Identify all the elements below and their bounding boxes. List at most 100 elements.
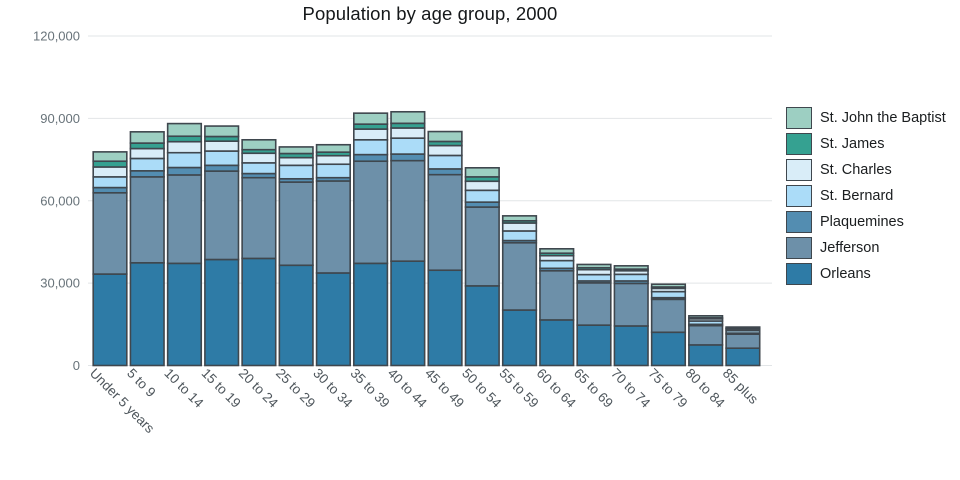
bar-segment[interactable] <box>464 180 500 192</box>
bar-segment[interactable] <box>166 174 203 265</box>
bar-segment[interactable] <box>129 170 165 178</box>
bar-segment[interactable] <box>204 125 240 138</box>
legend-item[interactable]: St. Charles <box>786 159 946 181</box>
bar-segment[interactable] <box>427 173 463 272</box>
bar-segment[interactable] <box>464 189 500 203</box>
bar-segment[interactable] <box>166 122 203 138</box>
bar-segment[interactable] <box>204 170 240 261</box>
bar-segment[interactable] <box>353 112 389 125</box>
bar-segment[interactable] <box>241 176 277 260</box>
bar-segment[interactable] <box>650 331 687 367</box>
bar-segment[interactable] <box>129 176 165 264</box>
bar-segment[interactable] <box>576 324 612 367</box>
bar-segment[interactable] <box>725 326 761 329</box>
bar-segment[interactable] <box>613 265 649 270</box>
bar-segment[interactable] <box>725 333 761 350</box>
bar-segment[interactable] <box>92 160 128 168</box>
bar-segment[interactable] <box>92 151 128 163</box>
bar-segment[interactable] <box>129 147 165 160</box>
bar-segment[interactable] <box>241 138 277 151</box>
bar-segment[interactable] <box>501 222 538 232</box>
bar-segment[interactable] <box>501 230 538 242</box>
bar-segment[interactable] <box>204 258 240 367</box>
bar-segment[interactable] <box>241 162 277 175</box>
bar-segment[interactable] <box>166 140 203 154</box>
bar-segment[interactable] <box>129 131 165 144</box>
bar-segment[interactable] <box>353 128 389 141</box>
legend-item[interactable]: Orleans <box>786 263 946 285</box>
bar-segment[interactable] <box>464 285 500 367</box>
legend-item[interactable]: St. James <box>786 133 946 155</box>
bar-segment[interactable] <box>353 160 389 265</box>
bar-segment[interactable] <box>315 154 351 166</box>
bar-segment[interactable] <box>315 163 351 179</box>
bar-segment[interactable] <box>539 319 575 367</box>
bar-segment[interactable] <box>166 166 203 176</box>
bar-segment[interactable] <box>427 144 463 157</box>
bar-segment[interactable] <box>576 263 612 269</box>
bar-segment[interactable] <box>539 269 575 321</box>
bar-segment[interactable] <box>725 347 761 367</box>
bar-segment[interactable] <box>315 180 351 274</box>
bar-segment[interactable] <box>92 166 128 178</box>
bar-segment[interactable] <box>204 140 240 152</box>
bar-segment[interactable] <box>92 191 128 275</box>
bar-segment[interactable] <box>390 159 426 262</box>
bar-segment[interactable] <box>204 150 240 167</box>
bar-segment[interactable] <box>576 282 612 326</box>
bar-segment[interactable] <box>241 257 277 367</box>
bar-segment[interactable] <box>390 260 426 367</box>
bar-segment[interactable] <box>427 154 463 170</box>
bar-segment[interactable] <box>353 262 389 367</box>
bar-segment[interactable] <box>315 272 351 367</box>
bar-segment[interactable] <box>390 153 426 162</box>
bar-segment[interactable] <box>650 290 687 299</box>
bar-segment[interactable] <box>539 248 575 254</box>
bar-segment[interactable] <box>464 206 500 287</box>
bar-segment[interactable] <box>353 138 389 156</box>
bar-segment[interactable] <box>390 137 426 155</box>
bar-segment[interactable] <box>613 273 649 282</box>
bar-segment[interactable] <box>278 181 314 267</box>
bar-segment[interactable] <box>166 262 203 367</box>
bar-segment[interactable] <box>613 325 649 367</box>
bar-segment[interactable] <box>129 157 165 172</box>
legend-item[interactable]: St. John the Baptist <box>786 107 946 129</box>
bar-segment[interactable] <box>92 176 128 189</box>
bar-segment[interactable] <box>166 135 203 143</box>
bar-segment[interactable] <box>427 130 463 143</box>
bar-segment[interactable] <box>390 110 426 125</box>
bar-segment[interactable] <box>278 156 314 167</box>
bar-segment[interactable] <box>576 273 612 282</box>
bar-segment[interactable] <box>427 168 463 176</box>
x-tick-label: 50 to 54 <box>459 366 504 411</box>
bar-segment[interactable] <box>390 127 426 139</box>
bar-segment[interactable] <box>129 262 165 367</box>
bar-segment[interactable] <box>353 153 389 163</box>
legend-item[interactable]: Jefferson <box>786 237 946 259</box>
bar-segment[interactable] <box>241 152 277 164</box>
bar-segment[interactable] <box>464 167 500 178</box>
bar-segment[interactable] <box>278 264 314 367</box>
bar-segment[interactable] <box>650 298 687 334</box>
bar-segment[interactable] <box>613 282 649 327</box>
bar-segment[interactable] <box>278 146 314 155</box>
bar-segment[interactable] <box>315 143 351 153</box>
bar-segment[interactable] <box>650 283 687 288</box>
bar-segment[interactable] <box>427 269 463 367</box>
bar-segment[interactable] <box>92 273 128 367</box>
bar-segment[interactable] <box>501 309 538 367</box>
legend-item[interactable]: St. Bernard <box>786 185 946 207</box>
bar-segment[interactable] <box>688 344 724 367</box>
bar-segment[interactable] <box>688 324 724 346</box>
bar-segment[interactable] <box>204 164 240 172</box>
bar-segment[interactable] <box>278 164 314 180</box>
bar-segment[interactable] <box>688 315 724 319</box>
bar-segment[interactable] <box>501 241 538 311</box>
bar-segment[interactable] <box>166 151 203 169</box>
legend-item[interactable]: Plaquemines <box>786 211 946 233</box>
bar-segment[interactable] <box>539 259 575 270</box>
bar-segment[interactable] <box>129 142 165 150</box>
bar-segment[interactable] <box>501 215 538 222</box>
